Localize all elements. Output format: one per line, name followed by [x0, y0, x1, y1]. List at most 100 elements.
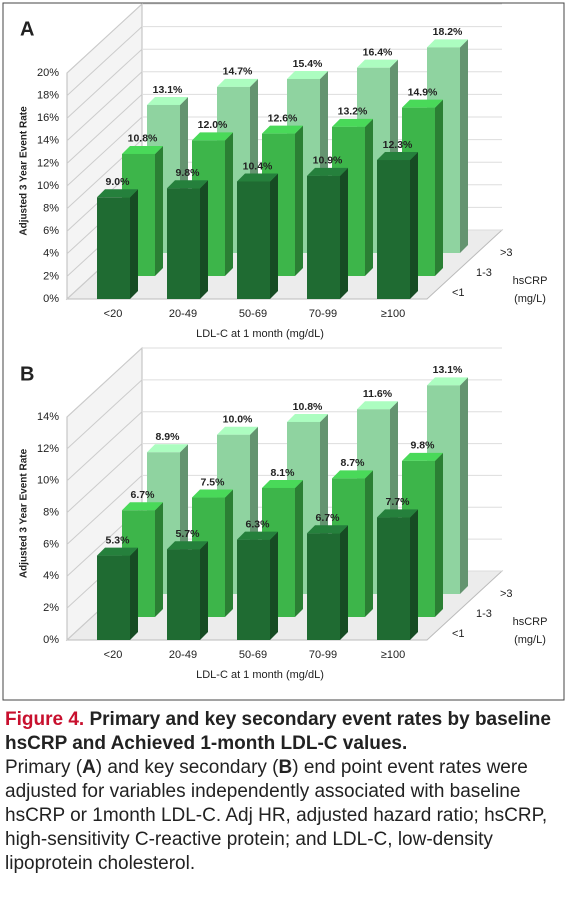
legend-label: <1: [452, 628, 465, 640]
bar-side: [460, 39, 468, 254]
y-axis-title: Adjusted 3 Year Event Rate: [19, 106, 30, 236]
y-tick-label: 16%: [37, 112, 59, 124]
value-label: 11.6%: [363, 388, 393, 400]
bar-side: [295, 125, 303, 277]
bar-side: [130, 189, 138, 299]
grid-line: [66, 116, 143, 187]
value-label: 6.7%: [316, 512, 341, 524]
bar-top: [357, 401, 398, 410]
y-tick-label: 0%: [43, 634, 59, 646]
depth-axis-title: hsCRP: [513, 616, 548, 628]
grid-line: [66, 443, 143, 513]
bar-side: [410, 152, 418, 299]
value-label: 12.0%: [198, 119, 228, 131]
value-label: 9.8%: [411, 440, 436, 452]
value-label: 16.4%: [363, 46, 393, 58]
y-tick-label: 6%: [43, 225, 59, 237]
bar-side: [270, 531, 278, 640]
legend-label: <1: [452, 287, 465, 299]
y-axis-title: Adjusted 3 Year Event Rate: [19, 448, 30, 578]
bar-top: [287, 70, 328, 79]
y-tick-label: 2%: [43, 270, 59, 282]
y-tick-label: 2%: [43, 602, 59, 614]
value-label: 13.2%: [338, 106, 368, 118]
figure-border: [2, 2, 565, 701]
value-label: 8.9%: [156, 431, 181, 443]
bar-top: [192, 132, 233, 141]
bar-side: [155, 502, 163, 617]
legend-label: 1-3: [476, 608, 492, 620]
bar-top: [332, 470, 373, 479]
value-label: 10.8%: [293, 401, 323, 413]
value-label: 9.0%: [106, 176, 131, 188]
bar-top: [217, 78, 258, 87]
legend-label: >3: [500, 588, 513, 600]
x-axis-title: LDL-C at 1 month (mg/dL): [196, 328, 324, 340]
caption-text: A: [82, 757, 96, 778]
bar-top: [262, 479, 303, 488]
bar: [307, 175, 340, 299]
bar: [377, 517, 410, 640]
value-label: 12.3%: [383, 139, 413, 151]
caption-text: ) and key secondary (: [95, 757, 279, 778]
value-label: 7.7%: [386, 496, 411, 508]
bar-side: [365, 470, 373, 617]
x-tick-label: 70-99: [309, 308, 337, 320]
x-axis-title: LDL-C at 1 month (mg/dL): [196, 669, 324, 681]
grid-line: [66, 379, 143, 450]
bar-top: [122, 145, 163, 154]
value-label: 10.9%: [313, 155, 343, 167]
bar-top: [262, 125, 303, 134]
bar: [237, 181, 270, 299]
bar-top: [377, 509, 418, 518]
value-label: 7.5%: [201, 476, 226, 488]
bar: [97, 555, 130, 640]
y-tick-label: 20%: [37, 67, 59, 79]
depth-axis-title: hsCRP: [513, 275, 548, 287]
bar-top: [167, 541, 208, 550]
y-tick-label: 12%: [37, 443, 59, 455]
x-tick-label: ≥100: [381, 308, 405, 320]
bar-side: [365, 118, 373, 276]
value-label: 13.1%: [153, 84, 183, 96]
legend-label: >3: [500, 247, 513, 259]
bar-top: [192, 489, 233, 498]
y-tick-label: 12%: [37, 157, 59, 169]
grid-line: [66, 48, 143, 119]
bar-top: [167, 180, 208, 189]
y-tick-label: 0%: [43, 293, 59, 305]
bar-top: [237, 531, 278, 540]
bar-side: [225, 132, 233, 276]
bar-side: [435, 452, 443, 617]
bar-top: [147, 96, 188, 105]
y-tick-label: 4%: [43, 248, 59, 260]
grid-line: [66, 411, 143, 482]
value-label: 10.8%: [128, 133, 158, 145]
bar-top: [237, 173, 278, 182]
bar-side: [200, 541, 208, 640]
value-label: 8.7%: [341, 457, 366, 469]
y-tick-label: 14%: [37, 135, 59, 147]
bar-top: [427, 39, 468, 48]
bar-top: [307, 525, 348, 534]
bar-side: [200, 180, 208, 299]
value-label: 6.3%: [246, 518, 271, 530]
bar-side: [155, 145, 163, 276]
depth-axis-title: (mg/L): [514, 634, 546, 646]
value-label: 15.4%: [293, 58, 323, 70]
y-tick-label: 6%: [43, 538, 59, 550]
depth-axis-title: (mg/L): [514, 293, 546, 305]
panel-label: B: [20, 363, 34, 385]
bar-side: [435, 99, 443, 276]
grid-line: [66, 475, 143, 545]
grid-line: [66, 3, 143, 74]
x-tick-label: ≥100: [381, 649, 405, 661]
y-tick-label: 8%: [43, 506, 59, 518]
x-tick-label: <20: [104, 649, 123, 661]
value-label: 10.0%: [223, 413, 253, 425]
value-label: 12.6%: [268, 112, 298, 124]
grid-line: [66, 94, 143, 164]
value-label: 9.8%: [176, 167, 201, 179]
caption-text: B: [278, 757, 293, 778]
bar: [307, 533, 340, 640]
